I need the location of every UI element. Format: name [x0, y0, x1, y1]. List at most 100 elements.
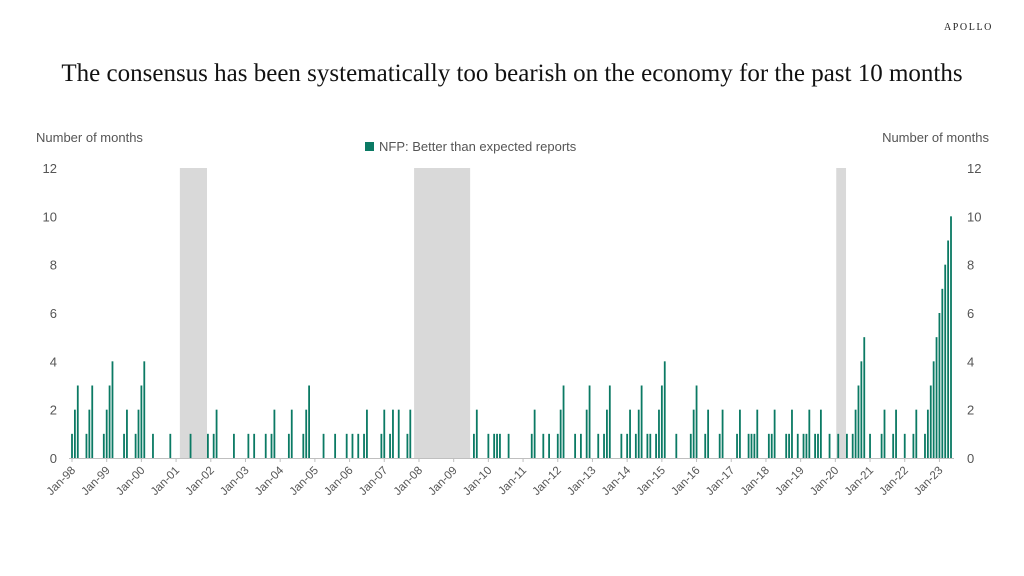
x-tick-label: Jan-15 [635, 465, 668, 498]
x-tick-label: Jan-11 [496, 465, 529, 498]
data-bar [308, 385, 310, 458]
data-bar [739, 409, 741, 458]
data-bar [808, 409, 811, 458]
data-bar [640, 385, 643, 458]
legend-label: NFP: Better than expected reports [379, 139, 577, 154]
x-tick-label: Jan-21 [843, 465, 876, 498]
x-tick-label: Jan-17 [704, 465, 737, 498]
data-bar [548, 433, 550, 458]
recession-band [179, 168, 208, 458]
x-tick-label: Jan-07 [357, 465, 390, 498]
data-bar [869, 433, 871, 458]
data-bar [533, 409, 536, 458]
y-tick-label-right: 10 [967, 209, 981, 224]
x-tick-label: Jan-00 [114, 465, 147, 498]
x-tick-label: Jan-10 [461, 465, 494, 498]
y-tick-label-left: 0 [50, 451, 57, 466]
data-bar [819, 409, 822, 458]
data-bar [912, 433, 915, 458]
data-bar [76, 385, 79, 458]
data-bar [334, 433, 337, 458]
y-tick-label-right: 0 [967, 451, 974, 466]
data-bar [895, 409, 897, 458]
data-bar [322, 433, 325, 458]
data-bar [814, 433, 817, 458]
data-bar [270, 433, 273, 458]
y-tick-label-right: 8 [967, 258, 974, 273]
data-bar [302, 433, 305, 458]
data-bar [634, 433, 637, 458]
recession-band [836, 168, 847, 458]
data-bar [753, 433, 756, 458]
data-bar [837, 433, 840, 458]
data-bar [944, 264, 947, 458]
data-bar [357, 433, 360, 458]
data-bar [767, 433, 770, 458]
data-bar [721, 409, 724, 458]
data-bar [950, 216, 952, 458]
data-bar [704, 433, 707, 458]
legend: NFP: Better than expected reports [365, 139, 576, 154]
y-tick-label-left: 2 [50, 403, 57, 418]
data-bar [846, 433, 848, 458]
data-bar [406, 433, 409, 458]
y-tick-label-left: 6 [50, 306, 57, 321]
x-tick-label: Jan-05 [288, 465, 321, 498]
x-tick-label: Jan-04 [253, 464, 287, 498]
data-bar [493, 433, 496, 458]
x-tick-label: Jan-09 [426, 465, 459, 498]
y-tick-label-left: 8 [50, 258, 57, 273]
y-tick-label-right: 2 [967, 403, 974, 418]
data-bar [397, 409, 400, 458]
x-tick-label: Jan-08 [392, 465, 425, 498]
data-bar [206, 433, 209, 458]
data-bar [597, 433, 600, 458]
data-bar [487, 433, 490, 458]
data-bar [111, 361, 114, 458]
data-bar [215, 409, 218, 458]
x-tick-label: Jan-18 [739, 465, 772, 498]
data-bar [85, 433, 88, 458]
data-bar [542, 433, 545, 458]
data-bar [134, 433, 137, 458]
legend-swatch [365, 142, 374, 151]
left-axis-title: Number of months [36, 130, 143, 145]
data-bar [380, 433, 383, 458]
data-bar [123, 433, 125, 458]
data-bar [929, 385, 932, 458]
data-bar [718, 433, 721, 458]
data-bar [828, 433, 831, 458]
data-bar [860, 361, 863, 458]
y-tick-label-right: 6 [967, 306, 974, 321]
data-bar [915, 409, 918, 458]
y-tick-label-left: 12 [43, 161, 57, 176]
data-bar [169, 433, 172, 458]
data-bar [383, 409, 386, 458]
y-tick-label-right: 4 [967, 354, 974, 369]
y-tick-label-left: 10 [43, 209, 57, 224]
data-bar [603, 433, 605, 458]
y-tick-label-right: 12 [967, 161, 981, 176]
right-axis-title: Number of months [882, 130, 989, 145]
data-bar [189, 433, 192, 458]
data-bar [892, 433, 895, 458]
data-bar [507, 433, 510, 458]
data-bar [924, 433, 926, 458]
data-bar [750, 433, 753, 458]
data-bar [863, 337, 866, 458]
data-bar [287, 433, 290, 458]
data-bar [663, 361, 666, 458]
recession-band [414, 168, 471, 458]
data-bar [496, 433, 498, 458]
x-tick-label: Jan-03 [218, 465, 251, 498]
data-bar [137, 409, 140, 458]
data-bar [264, 433, 267, 458]
data-bar [629, 409, 631, 458]
data-bar [71, 433, 73, 458]
data-bar [637, 409, 640, 458]
data-bar [649, 433, 652, 458]
data-bar [851, 433, 854, 458]
recession-bands [179, 168, 847, 458]
y-tick-label-left: 4 [50, 354, 57, 369]
